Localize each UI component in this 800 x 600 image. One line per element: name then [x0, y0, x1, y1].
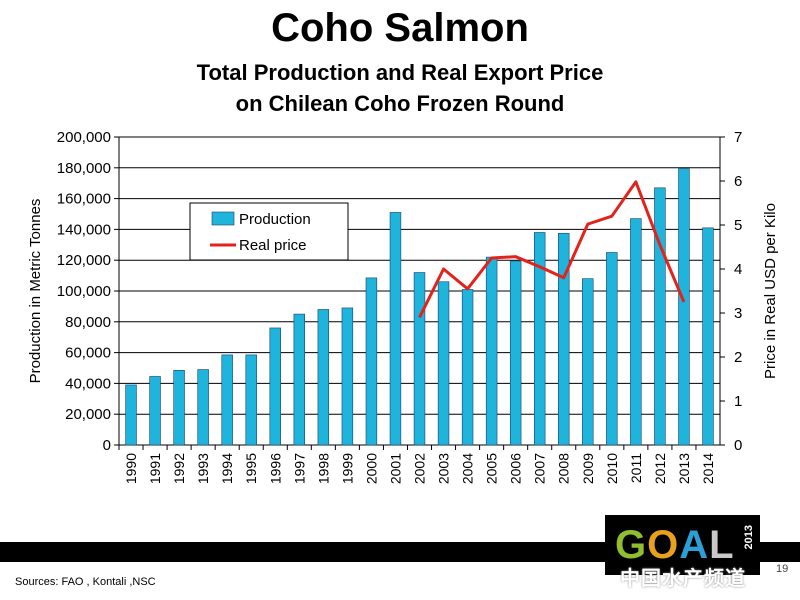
- y-tick-label: 200,000: [57, 129, 111, 146]
- y2-tick-label: 6: [734, 173, 742, 190]
- logo-letter: L: [709, 523, 735, 567]
- watermark-text: 中国水产频道: [620, 568, 746, 590]
- y-tick-label: 40,000: [65, 375, 111, 392]
- bar: [293, 313, 306, 446]
- bar: [149, 376, 161, 446]
- x-tick-label: 1991: [147, 453, 163, 484]
- legend-label-price: Real price: [239, 237, 307, 254]
- bar: [173, 370, 185, 446]
- x-tick-label: 2013: [676, 453, 692, 484]
- bar: [485, 256, 498, 446]
- logo-letter: A: [679, 523, 710, 567]
- x-tick-label: 2010: [604, 453, 620, 484]
- bar: [437, 281, 450, 446]
- goal-logo-text: GOAL: [615, 523, 735, 568]
- x-tick-label: 2007: [532, 453, 548, 484]
- logo-letter: O: [647, 523, 680, 567]
- x-tick-label: 1996: [267, 453, 283, 484]
- x-tick-label: 2004: [460, 453, 476, 484]
- x-tick-label: 2002: [412, 453, 428, 484]
- bar: [125, 384, 137, 446]
- footer-band: [0, 542, 800, 562]
- x-tick-label: 2003: [436, 453, 452, 484]
- legend-label-production: Production: [239, 211, 311, 228]
- y2-tick-label: 4: [734, 261, 742, 278]
- x-tick-label: 2012: [652, 453, 668, 484]
- x-tick-label: 2008: [556, 453, 572, 484]
- x-tick-label: 1992: [171, 453, 187, 484]
- y-tick-label: 180,000: [57, 160, 111, 177]
- y2-tick-label: 7: [734, 129, 742, 146]
- y-tick-label: 140,000: [57, 221, 111, 238]
- bar: [606, 252, 618, 446]
- x-tick-label: 2014: [700, 453, 716, 484]
- page-title: Coho Salmon: [271, 6, 529, 50]
- x-tick-label: 1994: [219, 453, 235, 484]
- x-tick-label: 2009: [580, 453, 596, 484]
- chart: 0 20,000 40,000 60,000 80,000 100,000 120,000 1…: [27, 129, 779, 484]
- bar: [221, 354, 233, 446]
- y-tick-label: 160,000: [57, 191, 111, 208]
- x-tick-label: 2011: [628, 453, 644, 483]
- bar: [533, 232, 546, 446]
- sources-note: Sources: FAO , Kontali ,NSC: [15, 576, 156, 588]
- x-tick-label: 2005: [484, 453, 500, 484]
- y2-tick-label: 1: [734, 393, 742, 410]
- bar: [341, 307, 354, 446]
- y2-tick-label: 5: [734, 217, 742, 234]
- goal-logo: GOAL 2013: [605, 515, 760, 575]
- x-tick-label: 2001: [387, 453, 403, 484]
- bar: [317, 309, 330, 446]
- logo-letter: G: [615, 523, 648, 567]
- bar: [245, 354, 257, 446]
- bar: [582, 278, 594, 446]
- x-tick-label: 1997: [291, 453, 307, 484]
- price-line: [418, 180, 686, 319]
- y-axis-label: Production in Metric Tonnes: [27, 199, 44, 384]
- x-tick-label: 2000: [363, 453, 379, 484]
- legend-swatch-production: [211, 211, 235, 226]
- page-number: 19: [776, 563, 789, 575]
- y2-tick-label: 2: [734, 349, 742, 366]
- chart-subtitle-line1: Total Production and Real Export Price: [196, 60, 604, 85]
- x-tick-label: 1995: [243, 453, 259, 484]
- y2-tick-label: 0: [734, 437, 742, 454]
- bar: [630, 218, 642, 446]
- logo-year: 2013: [743, 525, 755, 550]
- y-tick-label: 80,000: [65, 314, 111, 331]
- bar: [269, 327, 281, 446]
- chart-subtitle-line2: on Chilean Coho Frozen Round: [235, 91, 565, 116]
- bar: [197, 369, 209, 446]
- bar: [678, 168, 690, 446]
- y2-axis-label: Price in Real USD per Kilo: [762, 203, 779, 379]
- x-tick-label: 1993: [195, 453, 211, 484]
- bar: [413, 272, 426, 446]
- y-tick-label: 120,000: [57, 252, 111, 269]
- y-tick-label: 60,000: [65, 345, 111, 362]
- x-tick-label: 1998: [315, 453, 331, 484]
- y-tick-label: 20,000: [65, 406, 111, 423]
- x-tick-label: 2006: [508, 453, 524, 484]
- bar: [389, 212, 402, 446]
- y-tick-label: 0: [103, 437, 111, 454]
- bar: [654, 187, 666, 446]
- bar: [461, 289, 474, 446]
- y-tick-label: 100,000: [57, 283, 111, 300]
- bar: [702, 227, 714, 446]
- bar: [558, 232, 570, 446]
- x-tick-label: 1999: [339, 453, 355, 484]
- bar: [365, 277, 378, 446]
- bar: [509, 260, 522, 446]
- x-tick-label: 1990: [123, 453, 139, 484]
- y2-tick-label: 3: [734, 305, 742, 322]
